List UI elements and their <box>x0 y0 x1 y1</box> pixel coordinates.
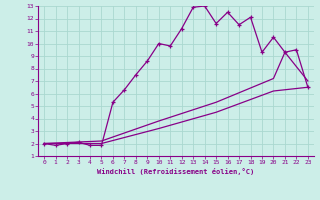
X-axis label: Windchill (Refroidissement éolien,°C): Windchill (Refroidissement éolien,°C) <box>97 168 255 175</box>
